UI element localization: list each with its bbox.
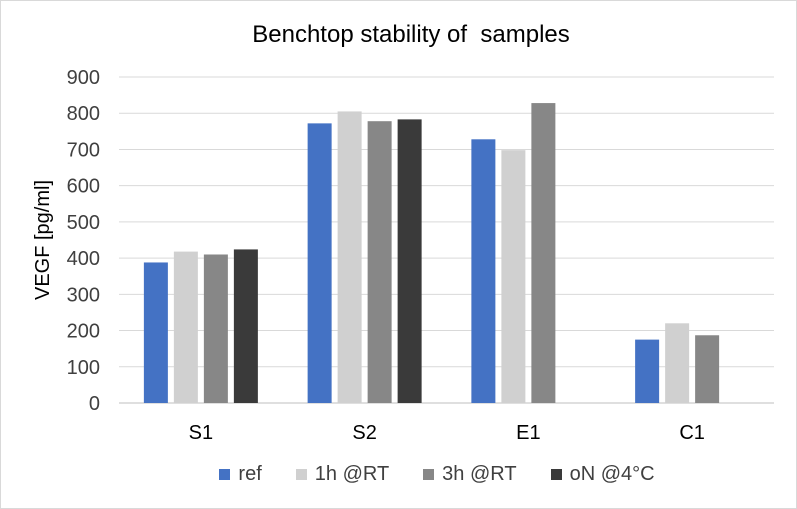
bar-S2-3 bbox=[397, 119, 422, 403]
y-axis-title: VEGF [pg/ml] bbox=[32, 180, 54, 300]
y-tick-label: 100 bbox=[67, 357, 100, 379]
y-tick-label: 700 bbox=[67, 139, 100, 161]
chart-plot-area: 0 100 200 300 400 500 600 700 800 900 VEGF [pg/ml]… bbox=[32, 67, 774, 444]
y-tick-label: 200 bbox=[67, 321, 100, 343]
y-tick-label: 600 bbox=[67, 176, 100, 198]
legend-item: oN @4°C bbox=[550, 463, 655, 486]
x-tick-label: C1 bbox=[679, 422, 705, 444]
bar-S1-3 bbox=[233, 249, 258, 403]
legend-item: ref bbox=[219, 463, 262, 486]
legend-item: 3h @RT bbox=[423, 463, 517, 486]
y-tick-label: 500 bbox=[67, 212, 100, 234]
bar-E1-2 bbox=[531, 103, 556, 403]
bar-S2-2 bbox=[367, 121, 392, 404]
chart-title: Benchtop stability of samples bbox=[252, 21, 570, 48]
bar-C1-2 bbox=[695, 335, 720, 403]
legend-swatch bbox=[219, 469, 231, 480]
y-tick-label: 400 bbox=[67, 248, 100, 270]
bar-S2-1 bbox=[337, 111, 362, 404]
legend-swatch bbox=[423, 469, 435, 480]
y-tick-label: 900 bbox=[67, 67, 100, 89]
y-tick-label: 0 bbox=[89, 393, 100, 415]
x-tick-label: E1 bbox=[516, 422, 540, 444]
legend-swatch bbox=[550, 469, 562, 480]
bar-S2-0 bbox=[307, 123, 332, 403]
legend-item: 1h @RT bbox=[295, 463, 390, 486]
y-tick-label: 800 bbox=[67, 103, 100, 125]
bar-S1-1 bbox=[173, 251, 198, 403]
bar-E1-1 bbox=[501, 150, 526, 403]
y-tick-label: 300 bbox=[67, 284, 100, 306]
legend-label: 3h @RT bbox=[442, 463, 517, 485]
x-tick-label: S1 bbox=[189, 422, 213, 444]
legend-swatch bbox=[295, 469, 307, 480]
bar-C1-1 bbox=[665, 323, 690, 403]
bar-E1-0 bbox=[471, 139, 496, 403]
bar-C1-0 bbox=[635, 339, 660, 403]
chart-legend: ref 1h @RT 3h @RT oN @4°C bbox=[1, 463, 797, 486]
bar-S1-2 bbox=[203, 254, 228, 403]
bar-S1-0 bbox=[143, 262, 168, 403]
legend-label: oN @4°C bbox=[569, 463, 655, 485]
x-tick-label: S2 bbox=[352, 422, 376, 444]
legend-label: 1h @RT bbox=[314, 463, 390, 485]
legend-label: ref bbox=[238, 463, 262, 485]
